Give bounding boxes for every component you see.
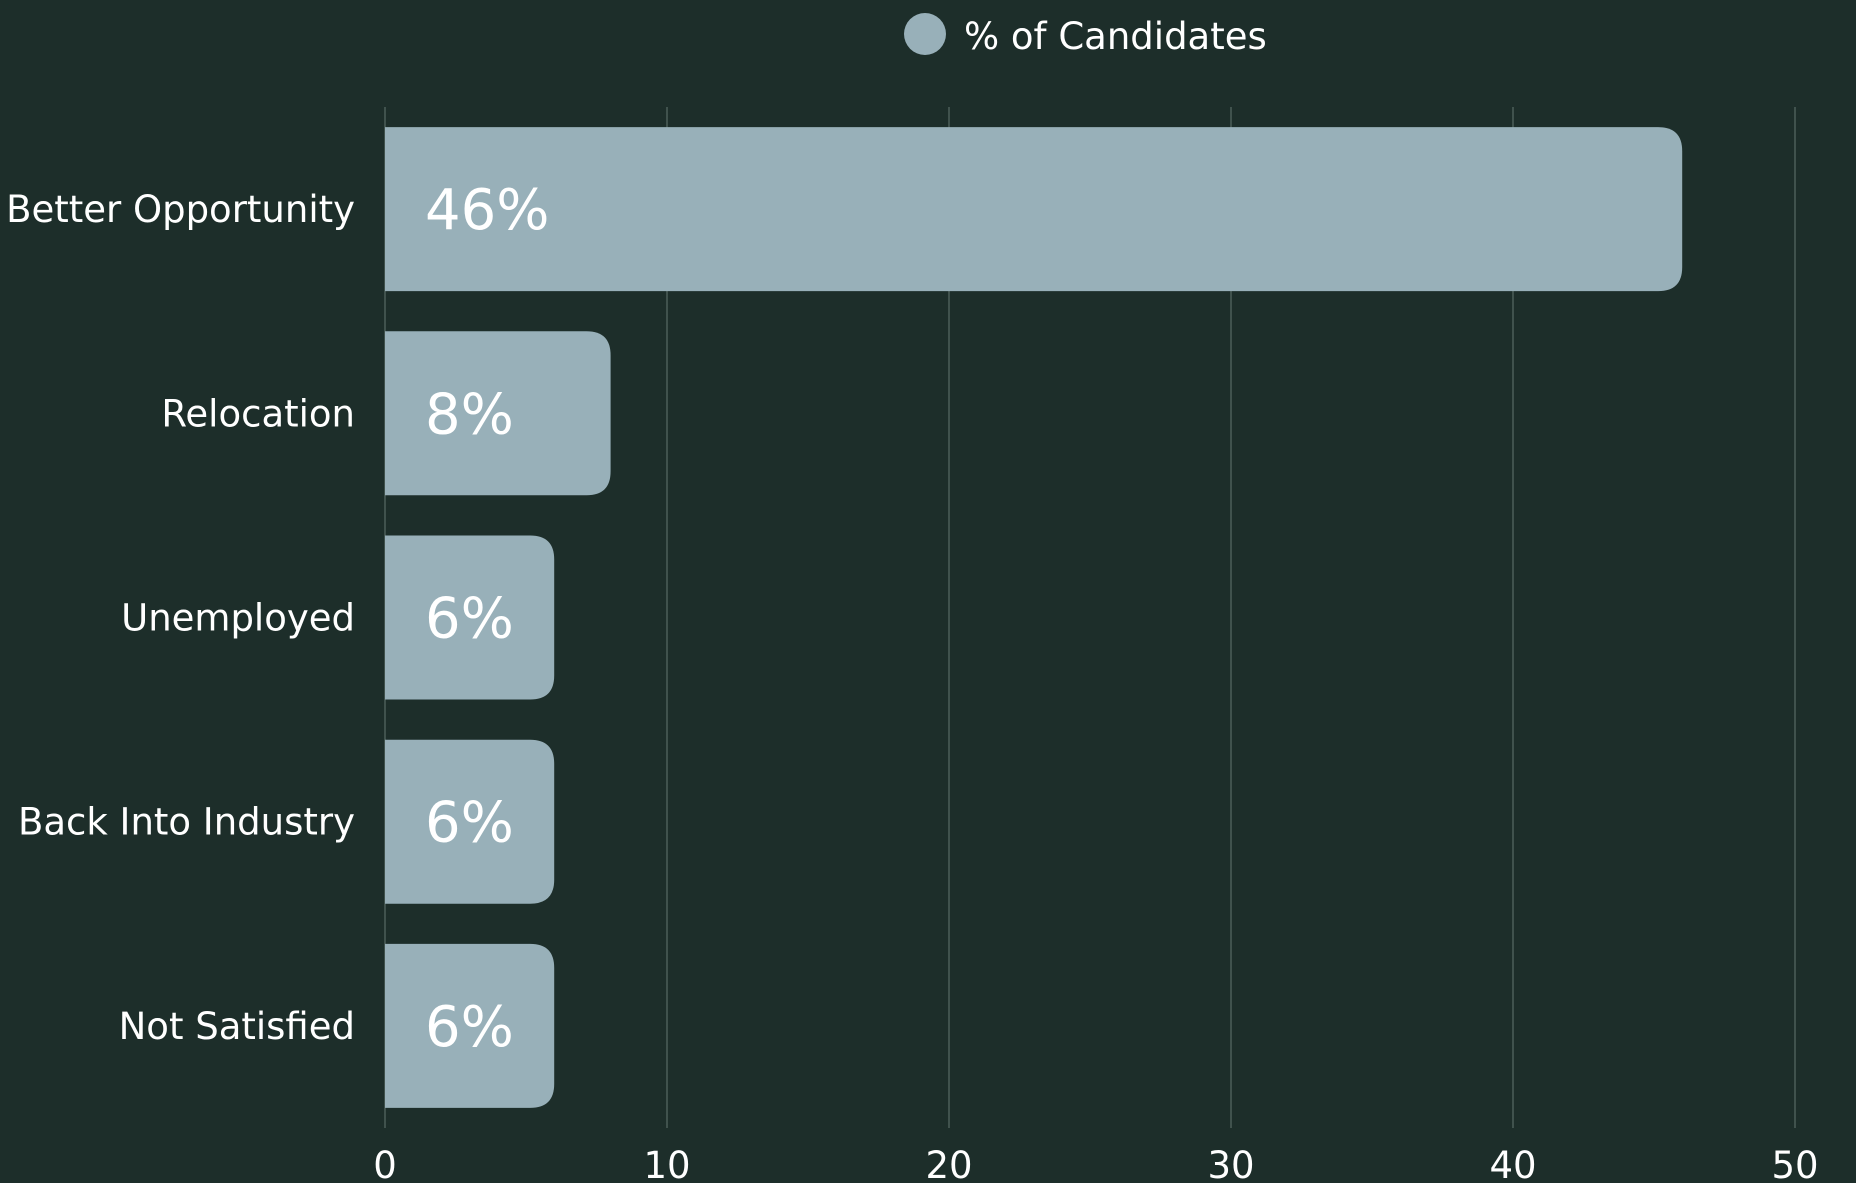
category-label: Back Into Industry [18,801,355,844]
x-tick-label: 20 [925,1144,972,1183]
category-label: Relocation [161,392,355,435]
bar-value-label: 8% [425,382,514,447]
x-tick-label: 30 [1207,1144,1254,1183]
bar-value-label: 6% [425,791,514,856]
legend: % of Candidates [904,13,1267,58]
bar-value-label: 6% [425,587,514,652]
bar-value-label: 6% [425,995,514,1060]
bar-value-label: 46% [425,178,549,243]
x-tick-label: 0 [373,1144,397,1183]
bar-back-into-industry [385,739,555,904]
bar-unemployed [385,535,555,700]
bars: 46% 8% 6% 6% 6% [385,127,1683,1108]
bar-better-opportunity [385,127,1683,292]
x-axis-ticks: 0 10 20 30 40 50 [373,1144,1818,1183]
category-label: Better Opportunity [6,188,355,231]
bar-not-satisfied [385,943,555,1108]
category-labels: Better Opportunity Relocation Unemployed Ba… [6,188,355,1048]
x-tick-label: 40 [1489,1144,1536,1183]
legend-swatch [904,13,946,55]
x-tick-label: 50 [1771,1144,1818,1183]
category-label: Unemployed [121,597,355,640]
category-label: Not Satisfied [119,1005,355,1048]
x-tick-label: 10 [643,1144,690,1183]
bar-relocation [385,331,611,496]
legend-label: % of Candidates [964,15,1267,58]
